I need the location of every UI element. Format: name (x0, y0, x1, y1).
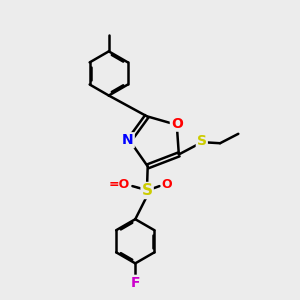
Text: F: F (130, 276, 140, 290)
Text: =O: =O (109, 178, 130, 191)
Text: N: N (122, 133, 134, 147)
Text: O: O (171, 117, 183, 131)
Text: S: S (197, 134, 207, 148)
Text: O: O (162, 178, 172, 191)
Text: S: S (142, 183, 153, 198)
